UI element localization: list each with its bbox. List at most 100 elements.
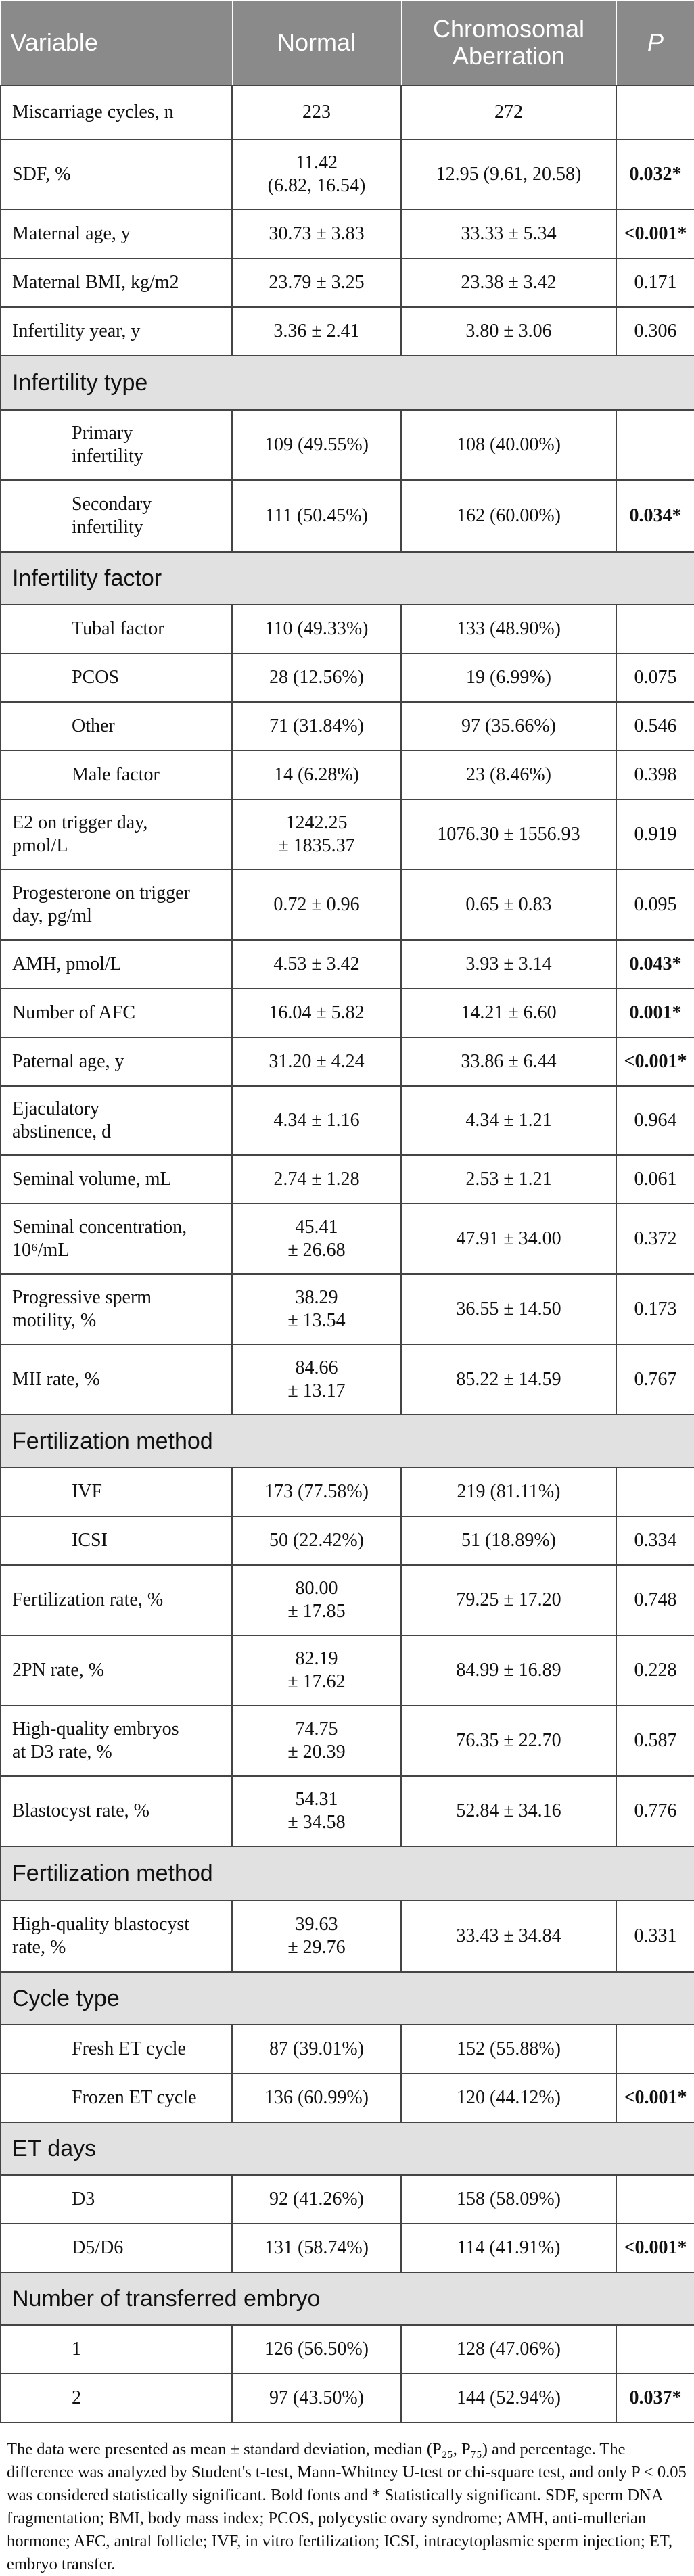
- section-label: Number of transferred embryo: [0, 2272, 694, 2326]
- normal-cell: 28 (12.56%): [231, 653, 402, 703]
- aberration-value: 36.55 ± 14.50: [456, 1298, 561, 1319]
- p-value-cell: 0.334: [616, 1516, 694, 1566]
- aberration-value: 152 (55.88%): [457, 2038, 561, 2059]
- variable-label: Progesterone on trigger: [12, 883, 190, 904]
- normal-value: 84.66: [295, 1357, 338, 1378]
- normal-value: 92 (41.26%): [269, 2188, 364, 2209]
- aberration-value: 4.34 ± 1.21: [465, 1110, 552, 1131]
- aberration-value: 12.95 (9.61, 20.58): [436, 164, 582, 185]
- aberration-value: 76.35 ± 22.70: [456, 1730, 561, 1751]
- variable-label: E2 on trigger day,: [12, 812, 148, 833]
- p-value-cell: 0.228: [616, 1635, 694, 1706]
- table-row: Infertility year, y 3.36 ± 2.41 3.80 ± 3.0…: [0, 306, 694, 356]
- p-value-cell: 0.372: [616, 1203, 694, 1275]
- table-row: D5/D6 131 (58.74%) 114 (41.91%) <0.001*: [0, 2223, 694, 2273]
- variable-label: pmol/L: [12, 835, 68, 856]
- aberration-cell: 12.95 (9.61, 20.58): [400, 139, 617, 210]
- table-row: High-quality blastocyst rate, % 39.63 ± 29.…: [0, 1900, 694, 1973]
- variable-label: MII rate, %: [12, 1369, 100, 1390]
- section-label: Cycle type: [0, 1971, 694, 2025]
- aberration-cell: 272: [400, 85, 617, 140]
- normal-cell: 82.19 ± 17.62: [231, 1635, 402, 1706]
- p-value-cell: 0.034*: [616, 479, 694, 553]
- p-value-cell: 0.043*: [616, 939, 694, 989]
- variable-cell: Miscarriage cycles, n: [0, 85, 233, 140]
- normal-value: 28 (12.56%): [269, 667, 364, 688]
- p-value-cell: 0.919: [616, 799, 694, 870]
- aberration-value: 114 (41.91%): [457, 2237, 561, 2258]
- variable-cell: ICSI: [0, 1516, 233, 1566]
- normal-cell: 109 (49.55%): [231, 409, 402, 481]
- variable-cell: Primary infertility: [0, 409, 233, 481]
- table-row: Maternal BMI, kg/m2 23.79 ± 3.25 23.38 ± 3…: [0, 258, 694, 308]
- aberration-cell: 144 (52.94%): [400, 2373, 617, 2423]
- variable-cell: 1: [0, 2324, 233, 2374]
- variable-label: motility, %: [12, 1310, 97, 1331]
- normal-value: 87 (39.01%): [269, 2038, 364, 2059]
- table-row: ICSI 50 (22.42%) 51 (18.89%) 0.334: [0, 1516, 694, 1566]
- aberration-value: 219 (81.11%): [457, 1481, 561, 1502]
- variable-label: Seminal concentration,: [12, 1217, 187, 1238]
- aberration-cell: 19 (6.99%): [400, 653, 617, 703]
- section-label: ET days: [0, 2122, 694, 2176]
- header-variable: Variable: [0, 0, 233, 86]
- p-value-cell: 0.075: [616, 653, 694, 703]
- normal-value: ± 13.54: [287, 1310, 346, 1331]
- normal-cell: 2.74 ± 1.28: [231, 1154, 402, 1204]
- normal-value: 136 (60.99%): [264, 2087, 369, 2108]
- variable-label: SDF, %: [12, 164, 71, 185]
- section-row: ET days: [0, 2122, 694, 2176]
- variable-label: 2PN rate, %: [12, 1660, 105, 1681]
- variable-cell: Fertilization rate, %: [0, 1564, 233, 1636]
- aberration-cell: 47.91 ± 34.00: [400, 1203, 617, 1275]
- p-value-cell: [616, 409, 694, 481]
- variable-label: rate, %: [12, 1937, 66, 1958]
- section-row: Infertility type: [0, 355, 694, 411]
- aberration-value: 23 (8.46%): [466, 764, 551, 785]
- normal-value: 0.72 ± 0.96: [273, 894, 360, 915]
- p-value-cell: 0.061: [616, 1154, 694, 1204]
- variable-cell: Infertility year, y: [0, 306, 233, 356]
- normal-value: 223: [302, 101, 331, 122]
- aberration-value: 33.33 ± 5.34: [461, 223, 557, 244]
- table-row: Number of AFC 16.04 ± 5.82 14.21 ± 6.60 0.0…: [0, 988, 694, 1038]
- normal-cell: 0.72 ± 0.96: [231, 869, 402, 941]
- p-value-cell: 0.171: [616, 258, 694, 308]
- normal-cell: 131 (58.74%): [231, 2223, 402, 2273]
- section-label: Fertilization method: [0, 1846, 694, 1901]
- normal-value: 31.20 ± 4.24: [269, 1051, 365, 1072]
- variable-cell: Seminal concentration, 10⁶/mL: [0, 1203, 233, 1275]
- header-aberration: Chromosomal Aberration: [400, 0, 617, 86]
- variable-label: IVF: [72, 1481, 103, 1502]
- table-footnote: The data were presented as mean ± standa…: [7, 2440, 687, 2573]
- aberration-value: 1076.30 ± 1556.93: [437, 824, 580, 845]
- normal-value: 50 (22.42%): [269, 1530, 364, 1551]
- table-row: Frozen ET cycle 136 (60.99%) 120 (44.12%) <…: [0, 2073, 694, 2123]
- aberration-value: 272: [494, 101, 523, 122]
- normal-value: 11.42: [296, 152, 338, 173]
- normal-cell: 84.66 ± 13.17: [231, 1344, 402, 1415]
- p-value-cell: 0.331: [616, 1900, 694, 1973]
- aberration-cell: 219 (81.11%): [400, 1467, 617, 1517]
- normal-value: 30.73 ± 3.83: [269, 223, 365, 244]
- normal-value: 4.53 ± 3.42: [273, 954, 360, 975]
- aberration-cell: 14.21 ± 6.60: [400, 988, 617, 1038]
- p-value-cell: 0.173: [616, 1273, 694, 1345]
- variable-label: 2: [72, 2387, 81, 2408]
- normal-value: 111 (50.45%): [265, 505, 368, 526]
- table-row: MII rate, % 84.66 ± 13.17 85.22 ± 14.59 0.76…: [0, 1344, 694, 1415]
- normal-value: 82.19: [295, 1648, 338, 1669]
- variable-label: Seminal volume, mL: [12, 1169, 172, 1190]
- table-row: D3 92 (41.26%) 158 (58.09%): [0, 2174, 694, 2224]
- table-row: Blastocyst rate, % 54.31 ± 34.58 52.84 ± 34…: [0, 1775, 694, 1847]
- p-value-cell: [616, 1467, 694, 1517]
- aberration-cell: 4.34 ± 1.21: [400, 1085, 617, 1156]
- p-value-cell: 0.767: [616, 1344, 694, 1415]
- normal-cell: 111 (50.45%): [231, 479, 402, 553]
- aberration-value: 51 (18.89%): [461, 1530, 556, 1551]
- normal-value: 97 (43.50%): [269, 2387, 364, 2408]
- normal-value: ± 20.39: [287, 1741, 346, 1762]
- table-row: 2PN rate, % 82.19 ± 17.62 84.99 ± 16.89 0.22…: [0, 1635, 694, 1706]
- variable-cell: Progesterone on trigger day, pg/ml: [0, 869, 233, 941]
- variable-label: Paternal age, y: [12, 1051, 124, 1072]
